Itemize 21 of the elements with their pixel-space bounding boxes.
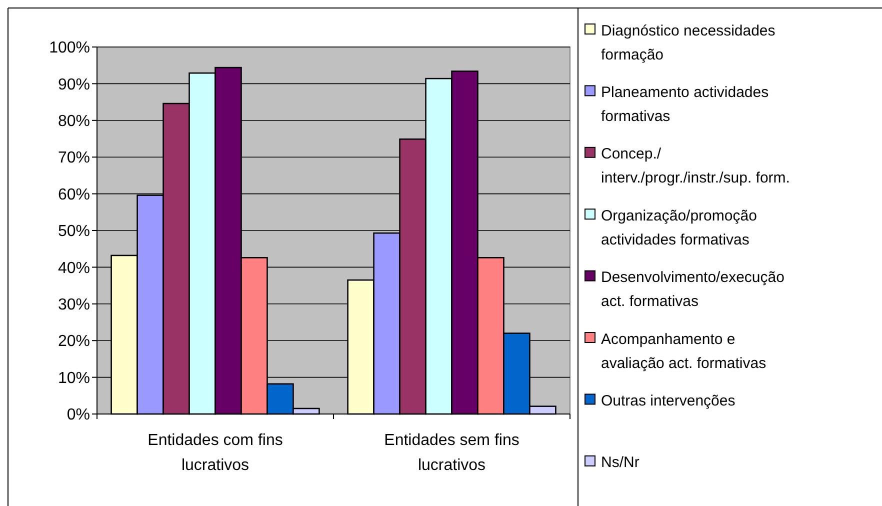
legend-label: Acompanhamento e avaliação act. formativas — [601, 330, 766, 372]
y-tick-label: 90% — [58, 76, 90, 94]
x-tick-label: Entidades com fins lucrativos — [148, 432, 283, 474]
y-tick-label: 50% — [58, 223, 90, 240]
legend-label: Diagnóstico necessidades formação — [601, 22, 776, 64]
y-tick-label: 0% — [66, 406, 90, 424]
legend-label: Desenvolvimento/execução act. formativas — [601, 269, 784, 310]
legend-label: Concep./ interv./progr./instr./sup. form. — [601, 146, 790, 187]
y-tick-label: 10% — [58, 370, 90, 387]
y-tick-label: 20% — [58, 333, 90, 350]
legend-label: Planeamento actividades formativas — [601, 84, 769, 125]
x-tick-label: Entidades sem fins lucrativos — [384, 432, 520, 474]
legend-label: Outras intervenções — [601, 392, 736, 410]
legend-label: Ns/Nr — [601, 454, 640, 472]
y-tick-label: 100% — [49, 40, 90, 57]
y-tick-label: 30% — [58, 296, 90, 314]
y-tick-label: 80% — [58, 113, 90, 130]
y-tick-label: 60% — [58, 186, 90, 204]
y-tick-label: 70% — [58, 150, 90, 167]
y-tick-label: 40% — [58, 260, 90, 277]
legend-label: Organização/promoção actividades formativas — [601, 207, 757, 248]
